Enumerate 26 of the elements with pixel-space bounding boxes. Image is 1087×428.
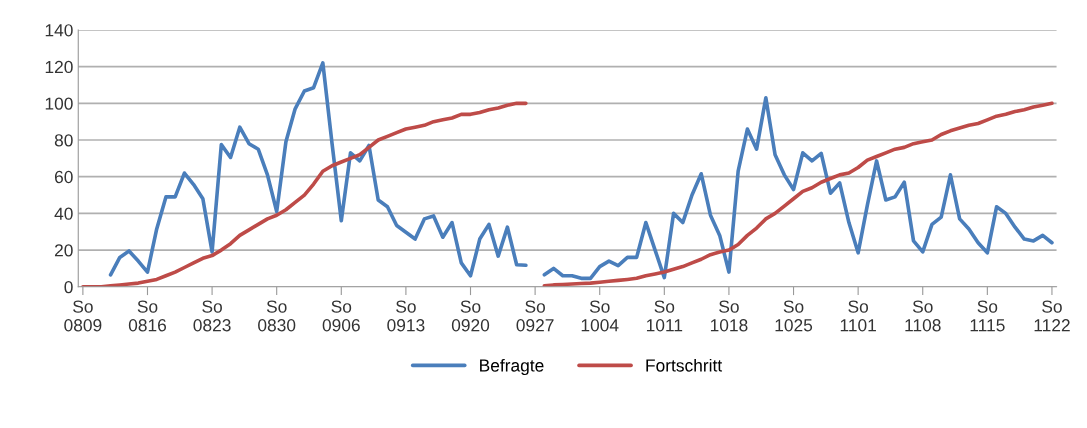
x-tick-label: So 0913: [387, 300, 425, 332]
x-tick-label: So 1115: [970, 300, 1005, 332]
x-tick-label: So 0927: [516, 300, 554, 332]
y-tick-label: 80: [54, 134, 73, 147]
x-tick-label: So 1025: [775, 300, 813, 332]
x-tick-label: So 1108: [905, 300, 941, 332]
y-tick-label: 60: [54, 170, 73, 184]
y-tick-label: 140: [45, 24, 73, 37]
x-tick-label: So 0906: [322, 300, 360, 332]
x-tick-label: So 1011: [646, 300, 683, 332]
legend-label: Fortschritt: [646, 358, 723, 372]
y-tick-label: 0: [64, 280, 73, 294]
x-tick-label: So 0920: [451, 300, 490, 332]
x-tick-label: So 0816: [128, 300, 167, 332]
x-tick-label: So 1122: [1034, 300, 1070, 332]
y-tick-label: 100: [45, 97, 73, 110]
legend-label: Befragte: [480, 358, 544, 376]
y-tick-label: 120: [45, 60, 73, 74]
x-tick-label: So 0809: [64, 300, 102, 332]
x-tick-label: So 0830: [258, 300, 296, 332]
y-tick-label: 40: [54, 207, 73, 220]
x-tick-label: So 0823: [193, 300, 231, 332]
x-tick-label: So 1018: [710, 300, 748, 332]
y-tick-label: 20: [54, 244, 73, 257]
x-tick-label: So 1004: [581, 300, 619, 332]
x-tick-label: So 1101: [840, 300, 876, 332]
